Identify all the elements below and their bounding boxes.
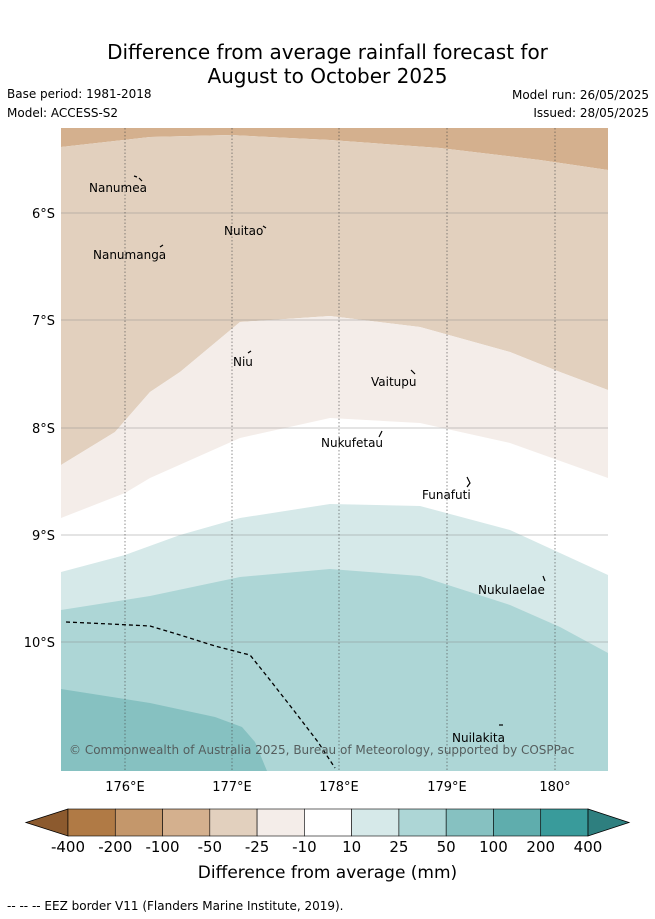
lon-label-177e: 177°E [212, 780, 252, 795]
lon-label-176e: 176°E [105, 780, 145, 795]
lon-label-180: 180° [539, 780, 570, 795]
colorbar-segment [209, 808, 258, 837]
title-line-2: August to October 2025 [207, 64, 448, 88]
copyright-note: © Commonwealth of Australia 2025, Bureau… [69, 743, 574, 757]
colorbar-segment [398, 808, 447, 837]
colorbar-segment [162, 808, 211, 837]
colorbar-segment [114, 808, 163, 837]
nanumea-island-icon [133, 175, 143, 182]
lon-label-179e: 179°E [427, 780, 467, 795]
lat-label-7s: 7°S [32, 314, 55, 329]
colorbar-tick-label: -10 [292, 838, 317, 856]
lat-label-9s: 9°S [32, 529, 55, 544]
nukufetau-island-icon [378, 430, 383, 438]
island-label-nuilakita: Nuilakita [452, 731, 505, 745]
island-label-nanumea: Nanumea [89, 181, 147, 195]
model-name: Model: ACCESS-S2 [7, 106, 119, 120]
nuitao-island-icon [262, 225, 267, 229]
latitude-gridlines [61, 212, 608, 643]
longitude-axis: 176°E 177°E 178°E 179°E 180° [105, 780, 570, 795]
island-label-vaitupu: Vaitupu [371, 375, 417, 389]
lat-label-8s: 8°S [32, 422, 55, 437]
island-labels: Nanumea Nuitao Nanumanga Niu Vaitupu Nuk… [89, 181, 545, 745]
colorbar-tick-label: -25 [244, 838, 270, 856]
map-panel: Nanumea Nuitao Nanumanga Niu Vaitupu Nuk… [61, 128, 608, 771]
band-minus-25-10 [61, 316, 608, 518]
colorbar-tick-label: -100 [145, 838, 180, 856]
colorbar-segment [540, 808, 589, 837]
colorbar-extend-low [24, 808, 69, 837]
lat-label-6s: 6°S [32, 207, 55, 222]
eez-border [65, 621, 336, 769]
lon-label-178e: 178°E [319, 780, 359, 795]
funafuti-island-icon [466, 476, 471, 488]
colorbar-tick-label: -50 [197, 838, 223, 856]
niu-island-icon [247, 350, 252, 354]
colorbar-tick-label: 10 [342, 838, 362, 856]
colorbar [24, 808, 631, 837]
colorbar-tick-label: -400 [50, 838, 86, 856]
model-run: Model run: 26/05/2025 [511, 88, 649, 102]
island-label-nanumanga: Nanumanga [93, 248, 166, 262]
colorbar-title: Difference from average (mm) [197, 863, 458, 883]
vaitupu-island-icon [410, 369, 416, 375]
title-line-1: Difference from average rainfall forecas… [107, 40, 548, 64]
colorbar-segment [445, 808, 494, 837]
island-label-nukulaelae: Nukulaelae [478, 583, 545, 597]
longitude-gridlines [124, 128, 556, 771]
colorbar-segment [304, 808, 352, 837]
eez-footnote: -- -- -- EEZ border V11 (Flanders Marine… [7, 899, 344, 913]
nanumanga-island-icon [159, 244, 164, 248]
issued-date: Issued: 28/05/2025 [533, 106, 649, 120]
colorbar-tick-label: 200 [526, 838, 556, 856]
island-label-nuitao: Nuitao [224, 224, 263, 238]
colorbar-segment [256, 808, 305, 837]
island-label-funafuti: Funafuti [422, 488, 471, 502]
nukulaelae-island-icon [542, 575, 546, 582]
band-plus-50-100 [61, 689, 267, 771]
band-minus-100-50 [61, 128, 608, 170]
colorbar-extend-high [587, 808, 631, 837]
colorbar-segment [493, 808, 542, 837]
colorbar-tick-label: 100 [479, 838, 508, 856]
colorbar-tick-label: -200 [98, 838, 133, 856]
island-shapes [133, 175, 546, 726]
colorbar-segment [67, 808, 116, 837]
island-label-niu: Niu [233, 355, 253, 369]
lat-label-10s: 10°S [24, 636, 55, 651]
map-title: Difference from average rainfall forecas… [0, 40, 655, 88]
colorbar-tick-label: 25 [389, 838, 409, 856]
island-label-nukufetau: Nukufetau [321, 436, 383, 450]
latitude-axis: 6°S 7°S 8°S 9°S 10°S [24, 207, 55, 651]
colorbar-tick-label: 50 [436, 838, 456, 856]
colorbar-tick-label: 400 [573, 838, 603, 856]
base-period: Base period: 1981-2018 [7, 87, 152, 101]
colorbar-segment [351, 808, 400, 837]
band-minus-50-25 [61, 135, 608, 465]
